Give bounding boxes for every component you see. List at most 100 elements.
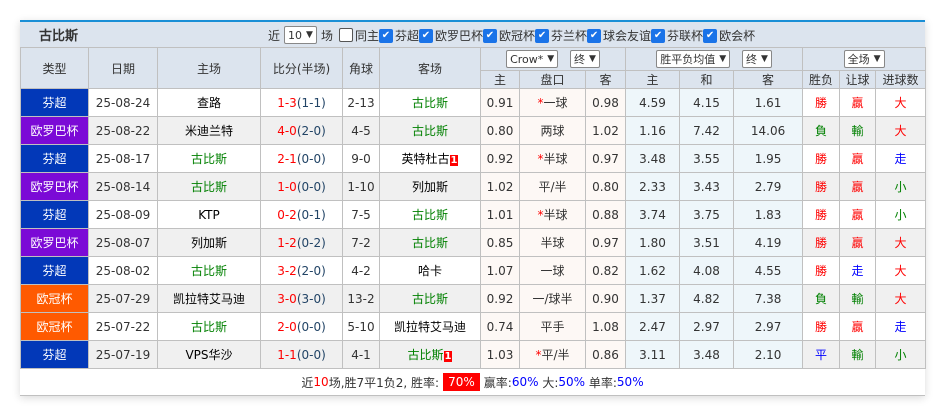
competition-checkbox[interactable]: ✔ — [378, 29, 393, 43]
eu-away-odds: 1.95 — [733, 144, 804, 173]
home-team[interactable]: 列加斯 — [157, 228, 261, 257]
competition-checkbox[interactable]: ✔ — [651, 29, 666, 43]
result-goals: 小 — [875, 172, 927, 201]
competition-checkbox[interactable]: ✔ — [418, 29, 433, 43]
same-home-checkbox[interactable] — [338, 28, 353, 42]
hc-line-cell: 一/球半 — [519, 284, 586, 313]
result-handicap: 贏 — [839, 312, 877, 341]
score: 1-2(0-2) — [260, 228, 343, 257]
match-date: 25-07-22 — [88, 312, 158, 341]
odds-type-select[interactable]: 胜平负均值 ▼ — [656, 50, 731, 68]
summary-bar: 近 10 场,胜7平1负2, 胜率: 70% 赢率: 60% 大: 50% 单率: 50% — [20, 369, 925, 396]
col-hc-away: 客 — [584, 70, 627, 89]
table-row[interactable]: 欧罗巴杯 25-08-14 古比斯 1-0(0-0) 1-10 列加斯 1.02… — [20, 172, 927, 201]
col-date: 日期 — [88, 47, 158, 89]
competition-checkbox[interactable]: ✔ — [587, 29, 602, 43]
match-count-select[interactable]: 10 ▼ — [284, 26, 317, 44]
match-type: 芬超 — [20, 256, 89, 285]
home-team[interactable]: 古比斯 — [157, 256, 261, 285]
eu-home-odds: 3.74 — [625, 200, 681, 229]
col-eu-home: 主 — [625, 70, 681, 89]
home-team[interactable]: 凯拉特艾马迪 — [157, 284, 261, 313]
home-team[interactable]: 古比斯 — [157, 144, 261, 173]
competition-label: 欧冠杯 — [499, 28, 536, 43]
home-team[interactable]: 查路 — [157, 88, 261, 117]
away-team: 凯拉特艾马迪 — [393, 320, 466, 334]
full-score: 0-2 — [277, 207, 297, 222]
table-row[interactable]: 芬超 25-07-19 VPS华沙 1-1(0-0) 4-1 古比斯1 1.03… — [20, 340, 927, 369]
competition-checkbox[interactable]: ✔ — [483, 29, 497, 43]
home-team[interactable]: 米迪兰特 — [157, 116, 261, 145]
table-row[interactable]: 欧罗巴杯 25-08-22 米迪兰特 4-0(2-0) 4-5 古比斯 0.80… — [20, 116, 927, 145]
corners: 7-5 — [342, 200, 380, 229]
red-card-badge: 1 — [449, 155, 459, 166]
col-corner: 角球 — [342, 47, 380, 89]
eu-away-odds: 2.97 — [733, 312, 804, 341]
hc-away-odds: 1.08 — [584, 312, 627, 341]
hc-line: 半球 — [543, 208, 568, 222]
result-handicap: 贏 — [839, 228, 877, 257]
hc-line: 一球 — [540, 264, 565, 278]
red-card-badge: 1 — [443, 351, 453, 362]
away-cell[interactable]: 凯拉特艾马迪 — [379, 312, 481, 341]
corners: 7-2 — [342, 228, 380, 257]
handicap-rate: 60% — [511, 375, 539, 389]
chevron-down-icon: ▼ — [719, 54, 727, 64]
match-date: 25-08-02 — [88, 256, 158, 285]
star-marker: * — [535, 348, 542, 362]
away-team: 古比斯 — [411, 96, 448, 110]
away-team: 古比斯 — [411, 208, 448, 222]
table-row[interactable]: 芬超 25-08-09 KTP 0-2(0-1) 7-5 古比斯 1.01 *半… — [20, 200, 927, 229]
home-team[interactable]: KTP — [157, 200, 261, 229]
half-score: (2-0) — [296, 123, 326, 138]
away-cell[interactable]: 古比斯 — [379, 88, 481, 117]
corners: 9-0 — [342, 144, 380, 173]
same-home-label: 同主 — [354, 28, 379, 43]
match-date: 25-08-17 — [88, 144, 158, 173]
away-cell[interactable]: 古比斯 — [379, 200, 481, 229]
result-handicap: 贏 — [839, 144, 877, 173]
table-row[interactable]: 欧冠杯 25-07-29 凯拉特艾马迪 3-0(3-0) 13-2 古比斯 0.… — [20, 284, 927, 313]
competition-checkbox[interactable]: ✔ — [703, 29, 718, 43]
win-rate: 70% — [443, 373, 480, 391]
table-row[interactable]: 芬超 25-08-24 查路 1-3(1-1) 2-13 古比斯 0.91 *一… — [20, 88, 927, 117]
table-row[interactable]: 欧罗巴杯 25-08-07 列加斯 1-2(0-2) 7-2 古比斯 0.85 … — [20, 228, 927, 257]
home-team[interactable]: VPS华沙 — [157, 340, 261, 369]
table-row[interactable]: 欧冠杯 25-07-22 古比斯 2-0(0-0) 5-10 凯拉特艾马迪 0.… — [20, 312, 927, 341]
result-handicap: 輸 — [839, 116, 877, 145]
competition-checkbox[interactable]: ✔ — [535, 29, 550, 43]
chevron-down-icon: ▼ — [873, 54, 881, 64]
col-eu-away: 客 — [733, 70, 804, 89]
away-team: 英特杜古 — [401, 152, 450, 166]
away-cell[interactable]: 哈卡 — [379, 256, 481, 285]
away-team: 哈卡 — [417, 264, 442, 278]
eu-away-odds: 14.06 — [733, 116, 804, 145]
away-cell[interactable]: 古比斯1 — [379, 340, 481, 369]
away-team: 古比斯 — [407, 348, 444, 362]
home-team[interactable]: 古比斯 — [157, 312, 261, 341]
away-cell[interactable]: 古比斯 — [379, 116, 481, 145]
away-cell[interactable]: 列加斯 — [379, 172, 481, 201]
result-wl: 勝 — [802, 88, 841, 117]
handicap-stage-select[interactable]: 终 ▼ — [570, 49, 600, 68]
away-cell[interactable]: 古比斯 — [379, 228, 481, 257]
scope-select[interactable]: 全场 ▼ — [843, 50, 885, 68]
hc-line: 平手 — [540, 320, 565, 334]
col-away: 客场 — [379, 47, 481, 89]
table-row[interactable]: 芬超 25-08-02 古比斯 3-2(2-0) 4-2 哈卡 1.07 一球 … — [20, 256, 927, 285]
result-handicap: 輸 — [839, 284, 877, 313]
summary-count: 10 — [313, 375, 329, 389]
odds-stage-select[interactable]: 终 ▼ — [741, 50, 772, 68]
half-score: (0-1) — [296, 207, 326, 222]
away-cell[interactable]: 古比斯 — [379, 284, 481, 313]
score: 1-3(1-1) — [260, 88, 343, 117]
hc-home-odds: 1.02 — [480, 172, 520, 201]
home-team[interactable]: 古比斯 — [157, 172, 261, 201]
competition-label: 芬兰杯 — [551, 28, 588, 43]
away-cell[interactable]: 英特杜古1 — [379, 144, 481, 173]
hc-home-odds: 0.91 — [480, 88, 520, 117]
company-select[interactable]: Crow* ▼ — [506, 50, 559, 69]
stage-value: 终 — [745, 53, 757, 66]
table-row[interactable]: 芬超 25-08-17 古比斯 2-1(0-0) 9-0 英特杜古1 0.92 … — [20, 144, 927, 173]
company-value: Crow* — [510, 52, 544, 66]
